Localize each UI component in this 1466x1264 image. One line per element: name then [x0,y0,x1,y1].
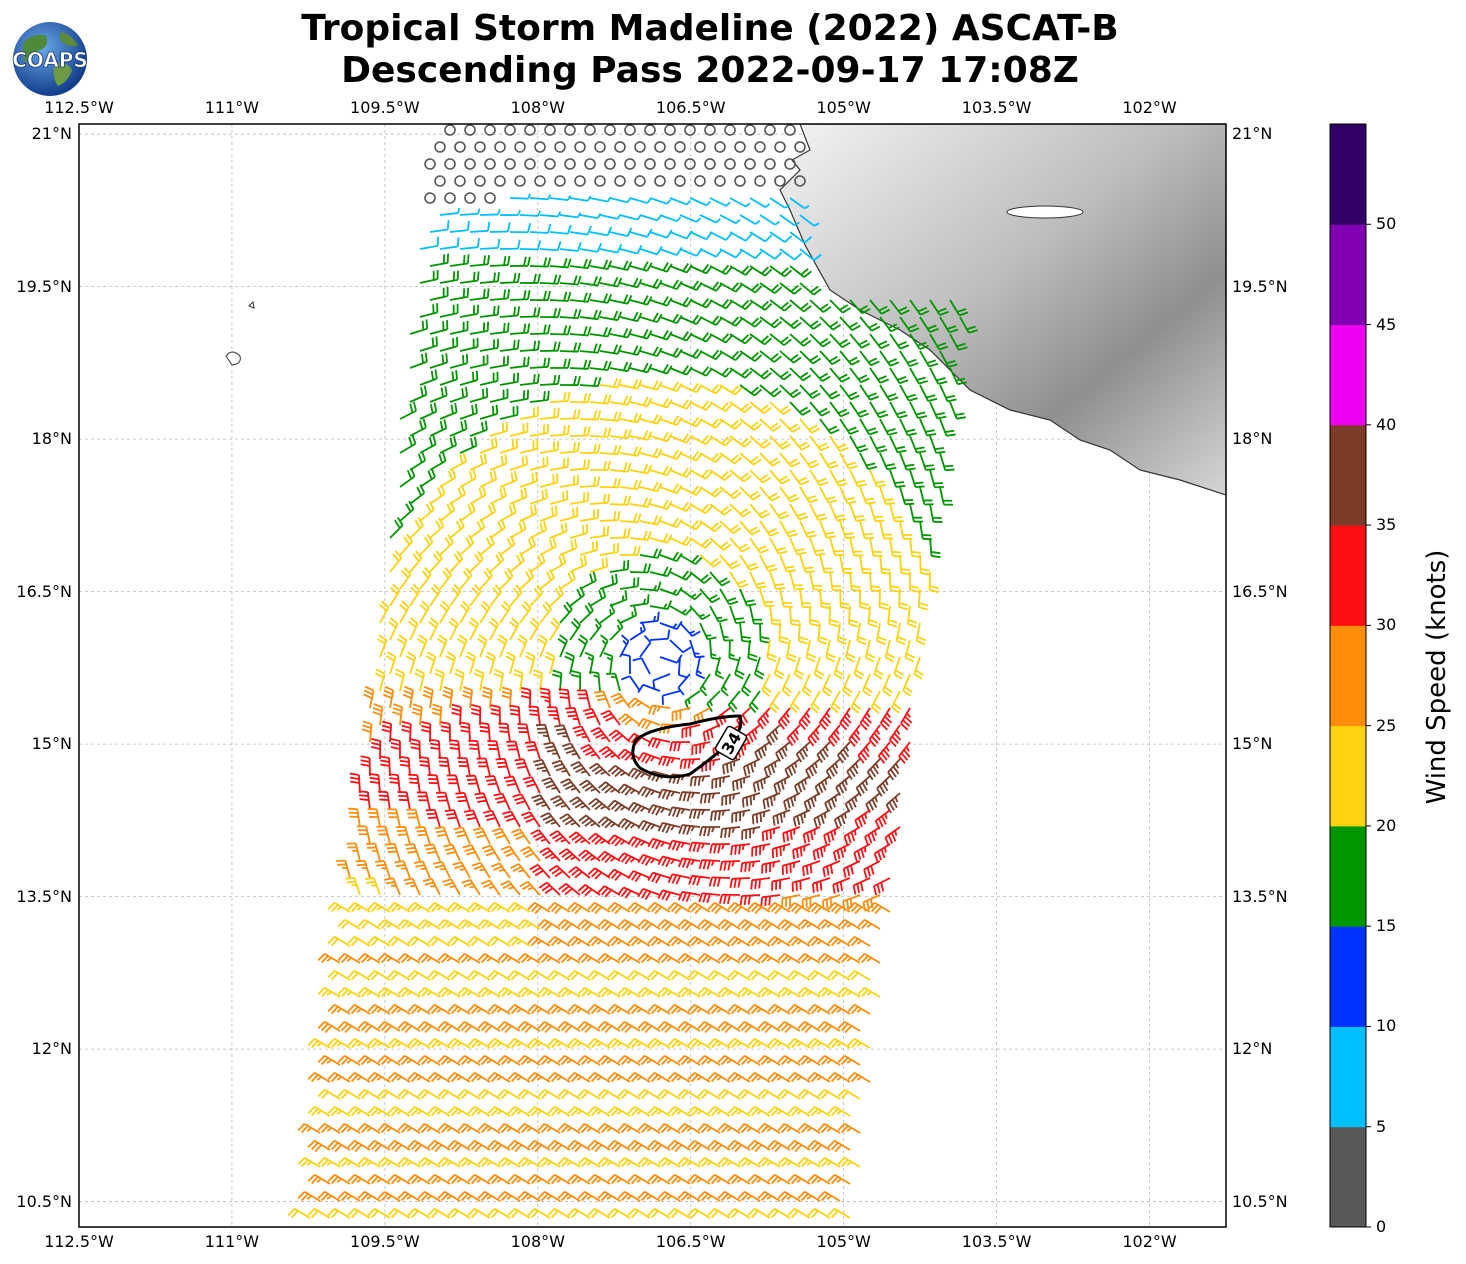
colorbar-bin [1330,625,1366,726]
colorbar-bin [1330,1127,1366,1228]
colorbar-tick-label: 0 [1376,1218,1386,1236]
colorbar-tick-label: 40 [1376,416,1396,434]
colorbar-bin [1330,1026,1366,1127]
colorbar-tick-label: 35 [1376,516,1396,534]
colorbar-tick-label: 25 [1376,717,1396,735]
colorbar-bin [1330,325,1366,426]
colorbar-bin [1330,926,1366,1027]
colorbar-tick-label: 45 [1376,316,1396,334]
colorbar-tick-label: 5 [1376,1118,1386,1136]
colorbar-bin [1330,826,1366,927]
colorbar-tick-label: 15 [1376,917,1396,935]
colorbar-bin [1330,726,1366,827]
colorbar-bin [1330,525,1366,626]
colorbar-tick-label: 50 [1376,215,1396,233]
colorbar-tick-label: 10 [1376,1017,1396,1035]
colorbar-bin [1330,425,1366,526]
colorbar-bin [1330,224,1366,325]
colorbar-tick-label: 30 [1376,616,1396,634]
colorbar-bin [1330,124,1366,225]
colorbar-title: Wind Speed (knots) [1422,550,1452,805]
colorbar-tick-label: 20 [1376,817,1396,835]
